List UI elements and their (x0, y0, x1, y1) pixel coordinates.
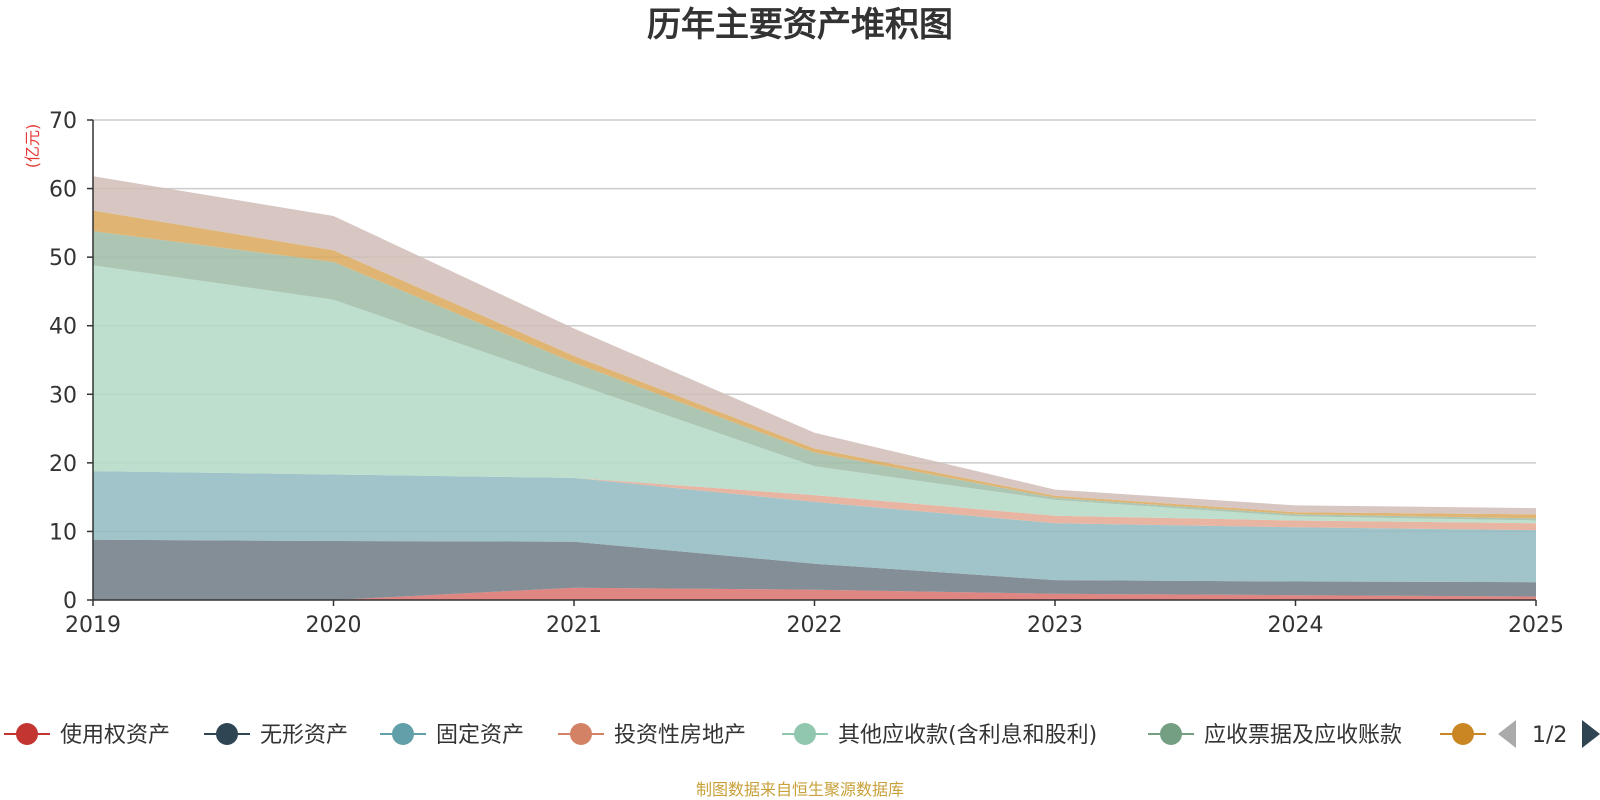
legend-item-1[interactable]: 使用权资产 (4, 723, 170, 748)
y-tick-label: 20 (49, 452, 77, 477)
area-series-7[interactable] (93, 210, 1536, 519)
x-tick-label: 2019 (65, 613, 121, 638)
legend-label: 无形资产 (260, 723, 348, 748)
legend-marker-icon (392, 723, 414, 745)
legend-marker-icon (16, 723, 38, 745)
legend-marker-icon (1160, 723, 1182, 745)
legend-item-3[interactable]: 固定资产 (380, 723, 524, 748)
legend: 使用权资产 无形资产 固定资产 投资性房地产 其他应收款(含利息和股利) 应收票据及应收账… (4, 723, 1486, 748)
stacked-areas (93, 176, 1536, 600)
y-tick-label: 30 (49, 383, 77, 408)
y-tick-label: 40 (49, 315, 77, 340)
area-series-4[interactable] (93, 471, 1536, 531)
axes: 0 10 20 30 40 50 60 70 2019 2020 2021 2022 2023 2024 2… (49, 109, 1564, 638)
x-tick-label: 2023 (1027, 613, 1083, 638)
legend-label: 使用权资产 (60, 723, 170, 748)
legend-item-2[interactable]: 无形资产 (204, 723, 348, 748)
area-series-5[interactable] (93, 265, 1536, 524)
legend-item-4[interactable]: 投资性房地产 (558, 723, 746, 748)
x-tick-label: 2021 (546, 613, 602, 638)
chart-title: 历年主要资产堆积图 (647, 5, 953, 45)
source-note: 制图数据来自恒生聚源数据库 (696, 780, 904, 799)
x-tick-label: 2022 (787, 613, 843, 638)
y-tick-label: 10 (49, 520, 77, 545)
x-tick-label: 2020 (306, 613, 362, 638)
y-tick-label: 0 (63, 589, 77, 614)
legend-marker-icon (216, 723, 238, 745)
x-tick-label: 2024 (1268, 613, 1324, 638)
legend-item-6[interactable]: 应收票据及应收账款 (1148, 723, 1402, 748)
legend-page-indicator: 1/2 (1532, 723, 1567, 748)
legend-label: 应收票据及应收账款 (1204, 723, 1402, 748)
triangle-left-icon[interactable] (1498, 720, 1516, 748)
legend-label: 固定资产 (436, 723, 524, 748)
y-axis-unit: (亿元) (23, 124, 42, 169)
y-tick-label: 50 (49, 246, 77, 271)
area-series-8[interactable] (93, 176, 1536, 515)
y-tick-label: 60 (49, 178, 77, 203)
legend-marker-icon (570, 723, 592, 745)
legend-item-5[interactable]: 其他应收款(含利息和股利) (782, 723, 1097, 748)
legend-marker-icon (1452, 723, 1474, 745)
area-series-6[interactable] (93, 231, 1536, 521)
legend-item-7[interactable] (1440, 723, 1486, 745)
legend-pager: 1/2 (1498, 720, 1600, 748)
legend-marker-icon (794, 723, 816, 745)
area-series-1[interactable] (93, 587, 1536, 600)
legend-label: 投资性房地产 (614, 723, 746, 748)
triangle-right-icon[interactable] (1582, 720, 1600, 748)
area-series-3[interactable] (93, 471, 1536, 583)
area-series-2[interactable] (93, 539, 1536, 600)
legend-label: 其他应收款(含利息和股利) (838, 723, 1097, 748)
x-tick-label: 2025 (1508, 613, 1564, 638)
y-tick-label: 70 (49, 109, 77, 134)
